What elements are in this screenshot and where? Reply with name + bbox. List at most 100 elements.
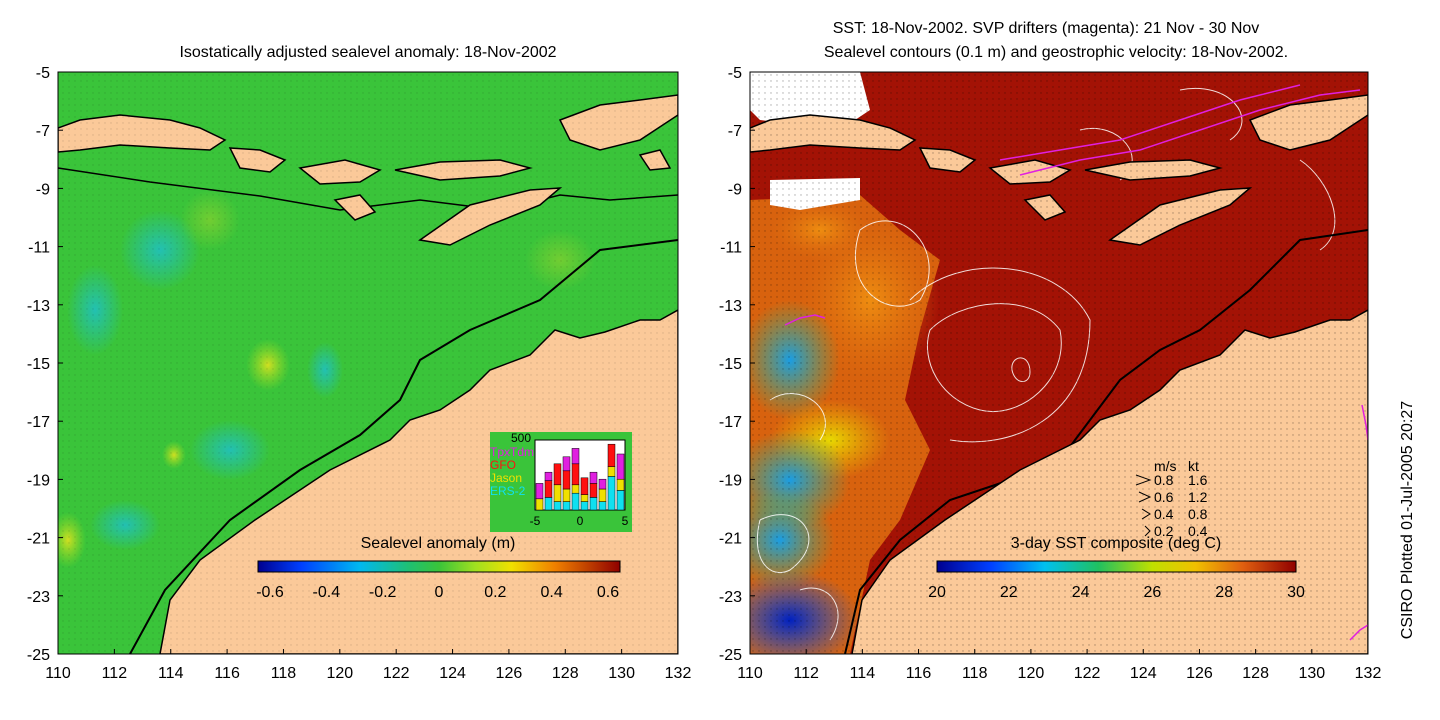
x-tick-label: 116 xyxy=(214,665,240,682)
y-tick-label: -7 xyxy=(728,123,742,140)
y-tick-label: -21 xyxy=(719,531,742,548)
x-tick-label: 130 xyxy=(1298,665,1325,682)
y-tick-label: -5 xyxy=(728,65,742,82)
speed-legend-ms: 0.2 xyxy=(1154,523,1174,539)
satellite-tracks xyxy=(58,72,678,654)
speed-legend-ms: 0.6 xyxy=(1154,489,1174,505)
inset-x-tick-label: 5 xyxy=(622,514,629,528)
inset-bar-segment xyxy=(571,492,580,511)
right-panel-title-line2: Sealevel contours (0.1 m) and geostrophi… xyxy=(824,44,1288,61)
right-panel-title-line1: SST: 18-Nov-2002. SVP drifters (magenta)… xyxy=(833,20,1260,37)
inset-bar-segment xyxy=(553,484,562,502)
x-tick-label: 124 xyxy=(439,665,466,682)
x-tick-label: 128 xyxy=(1242,665,1269,682)
left-colorbar-ticks: -0.6 -0.4 -0.2 0 0.2 0.4 0.6 xyxy=(256,584,619,601)
y-tick-label: -21 xyxy=(27,531,50,548)
colorbar-tick-label: 24 xyxy=(1072,584,1090,601)
x-tick-label: 132 xyxy=(665,665,692,682)
x-tick-label: 110 xyxy=(737,665,763,682)
speed-legend-kt: 0.4 xyxy=(1188,523,1208,539)
inset-x-ticks: -5 0 5 xyxy=(530,514,629,528)
speed-legend-kt: 0.8 xyxy=(1188,506,1208,522)
y-tick-label: -17 xyxy=(719,414,742,431)
x-tick-label: 112 xyxy=(793,665,819,682)
speed-legend-header-ms: m/s xyxy=(1154,458,1177,474)
colorbar-tick-label: 28 xyxy=(1215,584,1233,601)
y-tick-label: -9 xyxy=(36,181,50,198)
right-colorbar-title: 3-day SST composite (deg C) xyxy=(1011,535,1221,552)
y-tick-label: -11 xyxy=(720,240,742,257)
speed-arrow-icon xyxy=(1138,491,1152,503)
inset-legend-entry: TpxTdm xyxy=(490,445,534,459)
inset-bar-segment xyxy=(589,483,598,498)
speed-arrow-icon xyxy=(1135,474,1152,486)
x-tick-label: 120 xyxy=(1018,665,1045,682)
x-tick-label: 118 xyxy=(271,665,297,682)
x-tick-label: 126 xyxy=(496,665,523,682)
speed-legend-ms: 0.8 xyxy=(1154,472,1174,488)
inset-bar-segment xyxy=(598,478,607,490)
x-tick-label: 126 xyxy=(1186,665,1213,682)
inset-legend-entry: GFO xyxy=(490,458,516,472)
right-y-axis: -5 -7 -9 -11 -13 -15 -17 -19 -21 -23 -25 xyxy=(719,65,755,664)
inset-legend-entry: ERS-2 xyxy=(490,484,526,498)
inset-bar-segment xyxy=(562,488,571,502)
x-tick-label: 116 xyxy=(906,665,932,682)
left-panel-title: Isostatically adjusted sealevel anomaly:… xyxy=(179,44,556,61)
x-tick-label: 130 xyxy=(608,665,635,682)
y-tick-label: -13 xyxy=(27,298,50,315)
x-tick-label: 114 xyxy=(158,665,184,682)
y-tick-label: -15 xyxy=(719,356,742,373)
inset-bars xyxy=(535,443,625,511)
geostrophic-velocity-field xyxy=(750,72,1368,654)
inset-legend-entry: Jason xyxy=(490,471,522,485)
inset-bar-segment xyxy=(589,497,598,511)
inset-bar-segment xyxy=(580,501,589,511)
inset-bar-segment xyxy=(553,463,562,486)
speed-legend: m/s kt 0.8 1.60.6 1.20.4 0.80.2 0.4 xyxy=(1135,458,1208,539)
inset-ymax-label: 500 xyxy=(511,431,531,445)
sst-map xyxy=(750,72,1368,654)
speed-arrow-icon xyxy=(1141,508,1151,520)
colorbar-tick-label: 26 xyxy=(1144,584,1162,601)
y-tick-label: -25 xyxy=(719,647,742,664)
inset-bar-segment xyxy=(571,484,580,494)
inset-bar-segment xyxy=(598,501,607,511)
inset-bar-segment xyxy=(607,476,616,511)
inset-bar-segment xyxy=(616,490,625,511)
colorbar-tick-label: -0.4 xyxy=(313,584,341,601)
left-x-axis: 110 112 114 116 118 120 122 124 126 128 130 132 xyxy=(45,649,691,682)
speed-legend-ms: 0.4 xyxy=(1154,506,1174,522)
y-tick-label: -9 xyxy=(728,181,742,198)
left-colorbar-title: Sealevel anomaly (m) xyxy=(361,535,516,552)
inset-bar-segment xyxy=(580,494,589,502)
colorbar-tick-label: 0 xyxy=(435,584,444,601)
colorbar-tick-label: 0.4 xyxy=(541,584,563,601)
colorbar-tick-label: 30 xyxy=(1287,584,1305,601)
right-colorbar-ticks: 20 22 24 26 28 30 xyxy=(928,584,1305,601)
y-tick-label: -19 xyxy=(27,472,50,489)
colorbar-tick-label: -0.6 xyxy=(256,584,284,601)
colorbar-tick-label: 0.6 xyxy=(597,584,619,601)
x-tick-label: 124 xyxy=(1130,665,1157,682)
inset-bar-segment xyxy=(616,453,625,480)
x-tick-label: 122 xyxy=(1074,665,1101,682)
x-tick-label: 120 xyxy=(326,665,353,682)
x-tick-label: 110 xyxy=(45,665,71,682)
y-tick-label: -25 xyxy=(27,647,50,664)
speed-legend-kt: 1.2 xyxy=(1188,489,1208,505)
y-tick-label: -17 xyxy=(27,414,50,431)
inset-bar-segment xyxy=(580,477,589,495)
inset-bar-segment xyxy=(535,483,544,500)
inset-bar-segment xyxy=(562,501,571,511)
x-tick-label: 128 xyxy=(552,665,579,682)
speed-legend-header-kt: kt xyxy=(1188,458,1199,474)
x-tick-label: 112 xyxy=(102,665,128,682)
colorbar-tick-label: 22 xyxy=(1000,584,1018,601)
speed-legend-rows: 0.8 1.60.6 1.20.4 0.80.2 0.4 xyxy=(1135,472,1208,539)
inset-bar-segment xyxy=(571,463,580,486)
left-colorbar xyxy=(257,560,621,573)
inset-bar-segment xyxy=(535,498,544,511)
y-tick-label: -15 xyxy=(27,356,50,373)
